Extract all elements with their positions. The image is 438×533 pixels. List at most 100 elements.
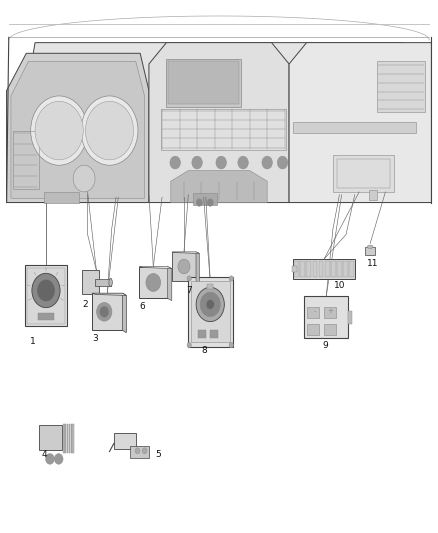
Bar — [343, 262, 348, 277]
Bar — [67, 424, 68, 453]
Bar — [191, 281, 230, 343]
Bar — [337, 262, 342, 277]
Circle shape — [46, 454, 54, 464]
Bar — [292, 266, 297, 272]
Bar — [114, 433, 136, 449]
Text: 1: 1 — [30, 337, 36, 345]
Circle shape — [32, 273, 60, 308]
Text: +: + — [328, 308, 334, 314]
Circle shape — [229, 276, 233, 281]
Circle shape — [178, 259, 190, 274]
Bar — [324, 308, 336, 318]
Circle shape — [85, 101, 134, 160]
Circle shape — [200, 292, 220, 317]
Bar — [92, 293, 123, 330]
Bar — [44, 192, 79, 203]
Circle shape — [81, 96, 138, 165]
Circle shape — [187, 343, 191, 348]
Bar — [65, 424, 67, 453]
Bar — [69, 424, 70, 453]
Bar — [313, 262, 317, 277]
Circle shape — [54, 454, 63, 464]
Polygon shape — [7, 149, 431, 203]
Bar — [13, 131, 39, 189]
Bar — [307, 324, 319, 335]
Circle shape — [187, 276, 191, 281]
Text: 11: 11 — [367, 260, 379, 268]
Bar — [331, 262, 336, 277]
Bar — [168, 61, 239, 104]
Text: 3: 3 — [92, 334, 99, 343]
Circle shape — [207, 199, 213, 206]
Circle shape — [146, 273, 161, 292]
Text: 7: 7 — [186, 286, 192, 295]
Text: 2: 2 — [83, 301, 88, 309]
Bar — [293, 122, 416, 133]
Bar — [319, 262, 323, 277]
Bar — [377, 61, 425, 112]
Bar — [188, 277, 233, 347]
Bar — [71, 424, 72, 453]
Bar — [207, 284, 213, 288]
Bar — [72, 424, 74, 453]
Bar — [139, 266, 167, 298]
Bar — [294, 262, 299, 277]
Bar — [63, 424, 65, 453]
Polygon shape — [289, 43, 431, 203]
Circle shape — [196, 287, 224, 321]
Circle shape — [73, 165, 95, 192]
Circle shape — [96, 303, 112, 321]
Text: 9: 9 — [322, 341, 328, 350]
Circle shape — [99, 306, 109, 317]
Circle shape — [262, 156, 272, 169]
Text: 8: 8 — [201, 346, 208, 355]
Circle shape — [229, 343, 233, 348]
Text: 4: 4 — [42, 450, 47, 458]
Polygon shape — [123, 293, 126, 333]
Circle shape — [277, 156, 288, 169]
Text: -: - — [314, 308, 317, 314]
Circle shape — [192, 156, 202, 169]
Bar — [193, 193, 217, 205]
Bar — [95, 279, 110, 286]
Circle shape — [31, 96, 88, 165]
Text: 10: 10 — [334, 281, 346, 289]
Bar — [25, 265, 67, 326]
Polygon shape — [18, 43, 420, 149]
Bar — [300, 262, 305, 277]
Circle shape — [135, 448, 140, 454]
Bar — [161, 109, 286, 150]
Text: 5: 5 — [155, 450, 161, 458]
Bar — [369, 190, 377, 200]
Polygon shape — [196, 252, 199, 283]
Circle shape — [238, 156, 248, 169]
Bar — [365, 246, 375, 254]
Polygon shape — [171, 171, 267, 203]
Bar — [210, 330, 218, 338]
Polygon shape — [139, 266, 172, 269]
Bar — [38, 313, 54, 320]
Bar — [198, 330, 205, 338]
Bar — [82, 271, 99, 294]
Bar — [333, 155, 394, 192]
Circle shape — [35, 101, 83, 160]
Circle shape — [216, 156, 226, 169]
Bar — [130, 446, 149, 458]
Circle shape — [206, 300, 214, 309]
Text: 6: 6 — [139, 302, 145, 311]
Bar — [307, 262, 311, 277]
Ellipse shape — [367, 245, 373, 248]
Bar — [172, 252, 196, 281]
Bar — [307, 308, 319, 318]
Ellipse shape — [109, 278, 112, 287]
Polygon shape — [172, 252, 199, 254]
Bar — [166, 59, 241, 107]
Polygon shape — [7, 53, 149, 203]
Polygon shape — [167, 266, 172, 301]
Circle shape — [170, 156, 180, 169]
Bar — [39, 425, 62, 450]
Bar — [350, 262, 354, 277]
Bar — [324, 324, 336, 335]
Bar — [325, 262, 329, 277]
Polygon shape — [149, 43, 289, 203]
